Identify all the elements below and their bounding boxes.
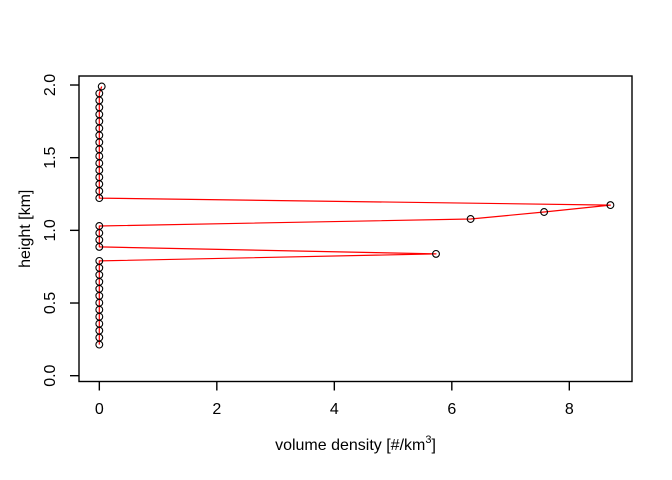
x-axis-title: volume density [#/km3] — [275, 434, 436, 454]
x-tick-label: 8 — [565, 401, 574, 418]
x-axis: 0 2 4 6 8 — [95, 381, 574, 418]
x-tick-label: 4 — [330, 401, 339, 418]
y-tick-label: 2.0 — [42, 74, 59, 96]
data-point-marker — [97, 82, 106, 91]
data-point-marker — [466, 215, 475, 223]
data-point-marker — [606, 201, 615, 210]
x-tick-label: 0 — [95, 401, 104, 418]
data-point-marker — [95, 222, 104, 230]
data-point-marker — [432, 249, 440, 258]
y-tick-label: 1.5 — [42, 146, 59, 168]
y-tick-label: 0.0 — [42, 364, 59, 386]
plot-border — [78, 75, 633, 383]
x-tick-label: 6 — [447, 401, 456, 418]
data-point-marker — [95, 256, 104, 265]
y-tick-label: 1.0 — [42, 219, 59, 241]
series-markers — [95, 82, 615, 349]
y-axis-title: height [km] — [17, 190, 34, 268]
data-point-marker — [95, 89, 104, 98]
x-tick-label: 2 — [212, 401, 221, 418]
series-line — [98, 86, 612, 345]
data-point-marker — [540, 208, 549, 216]
y-tick-label: 0.5 — [42, 292, 59, 314]
y-axis: 0.0 0.5 1.0 1.5 2.0 — [42, 74, 79, 387]
